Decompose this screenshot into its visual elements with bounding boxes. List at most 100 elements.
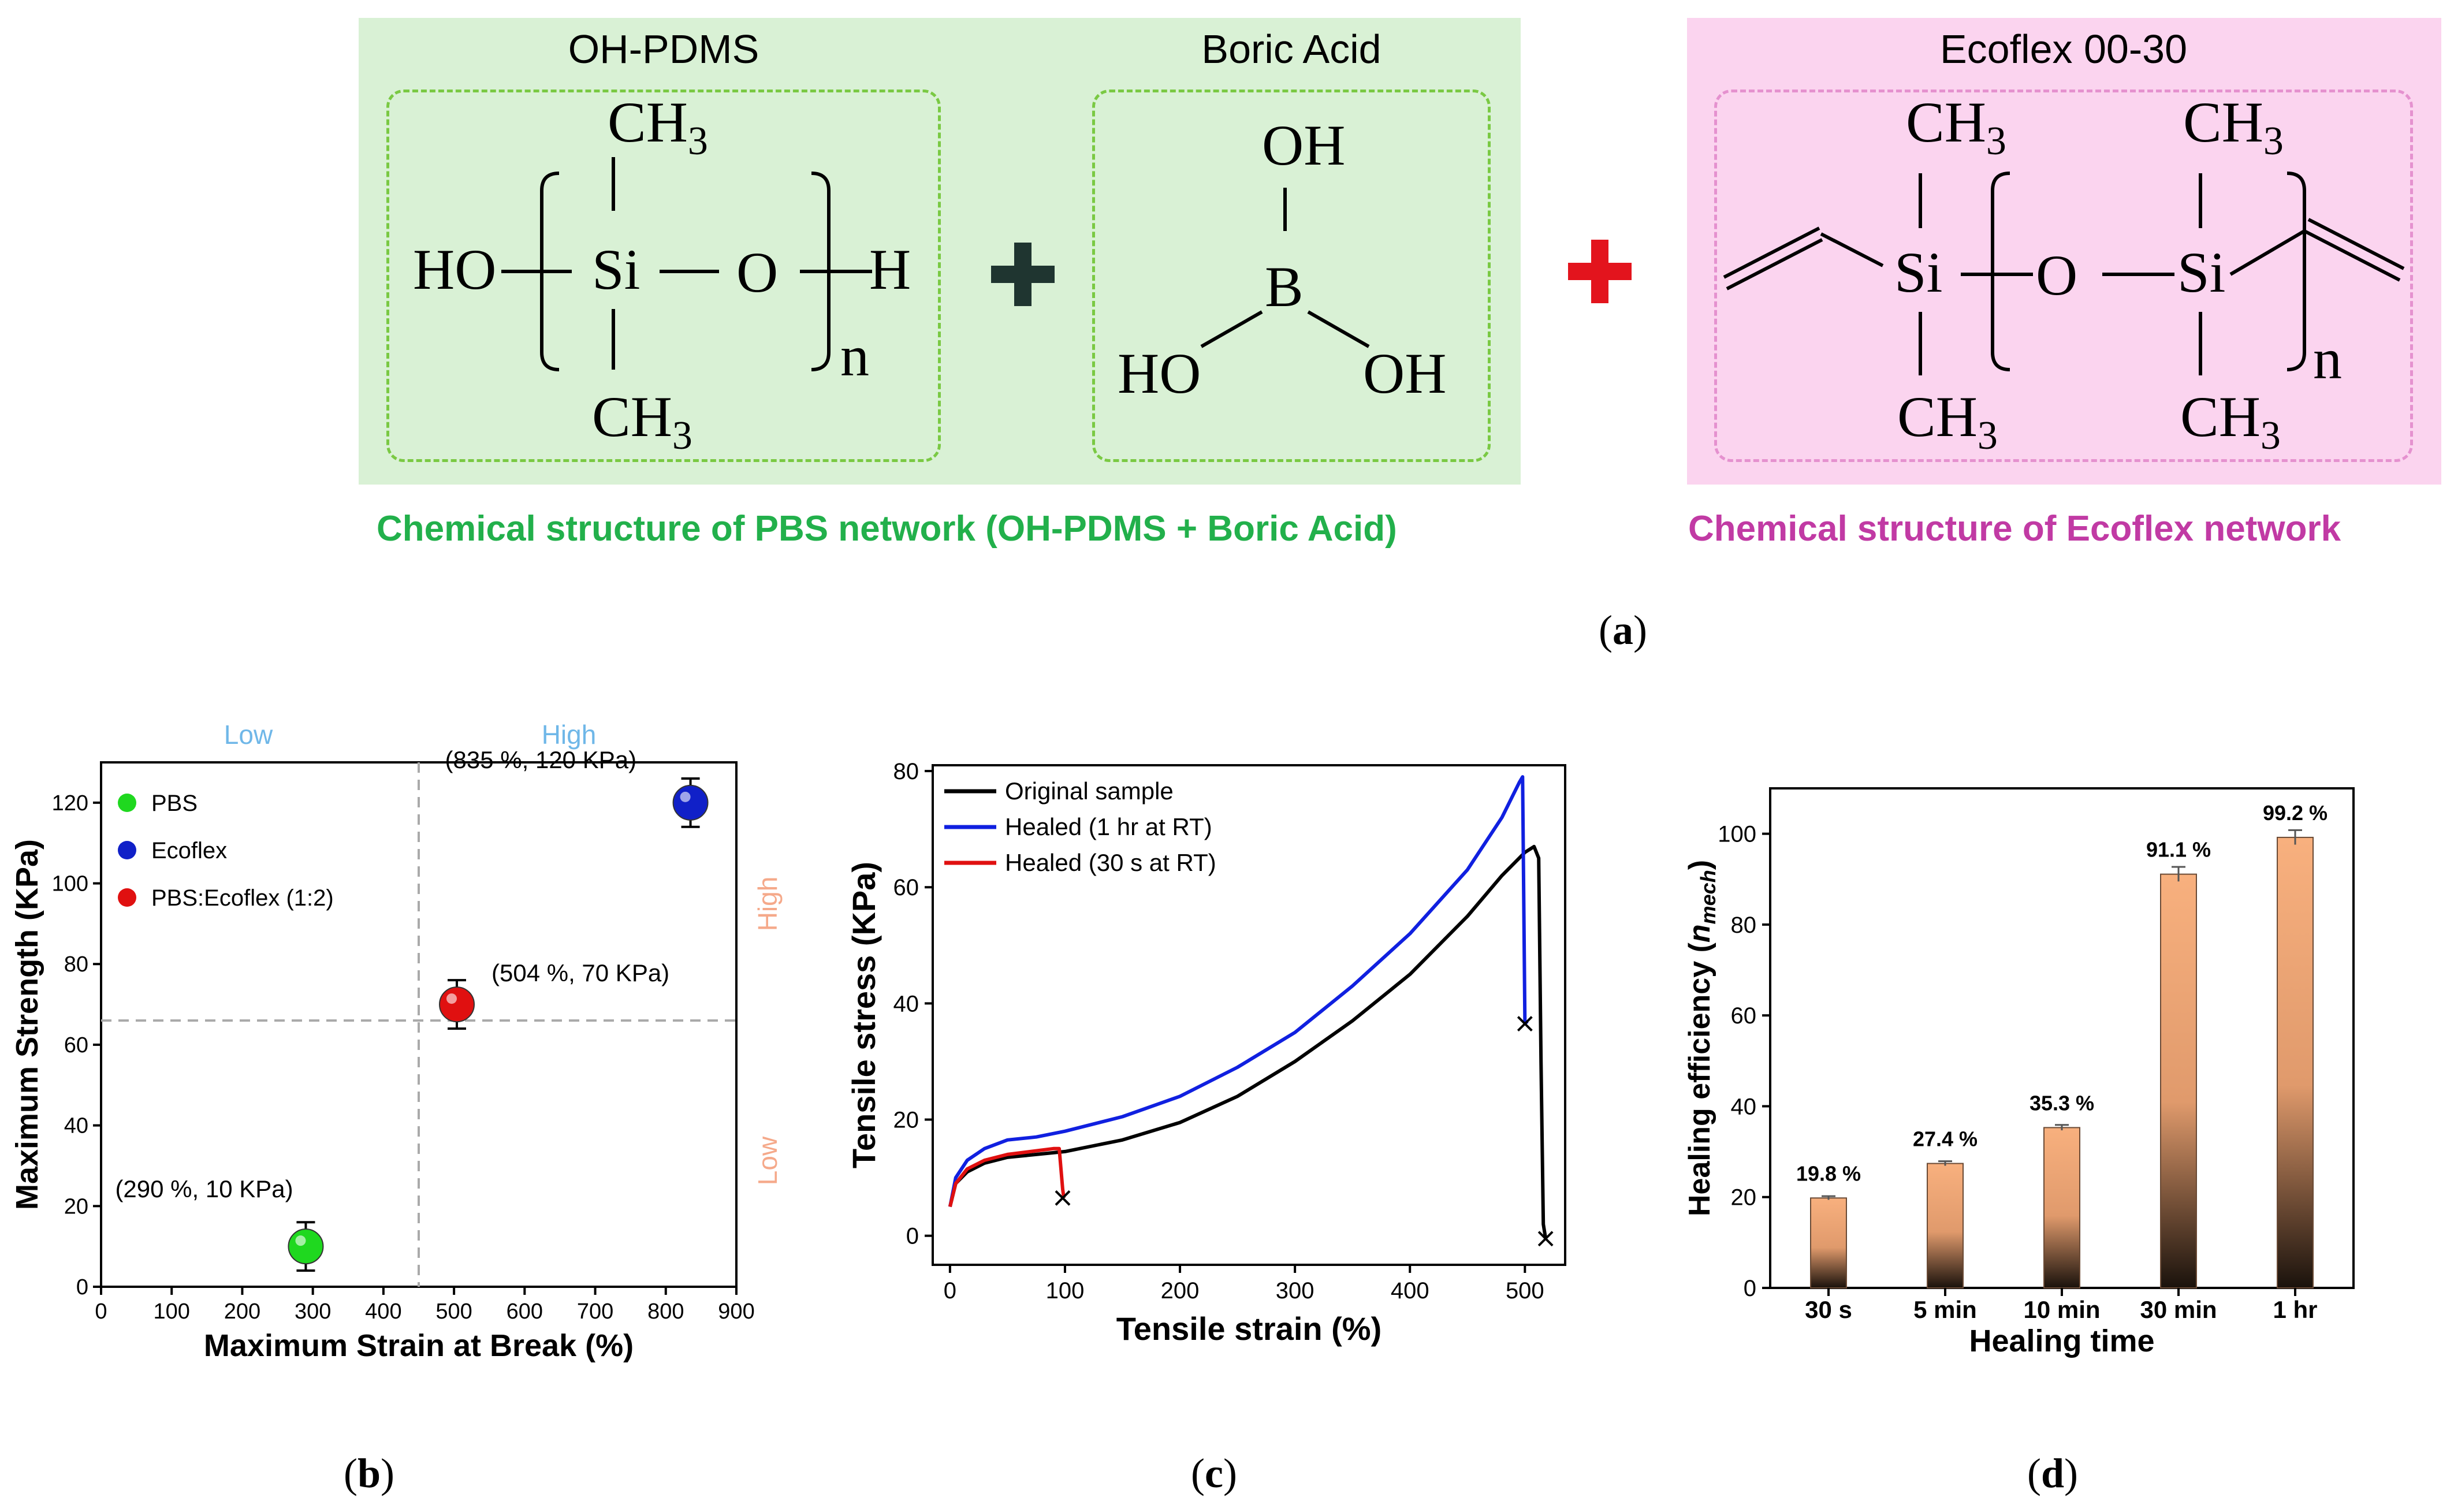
x-tick-label: 400 xyxy=(1391,1278,1429,1304)
oh-pdms-structure: CH3 HO Si O H n CH3 xyxy=(413,90,911,458)
plus-dark xyxy=(991,243,1055,306)
point-annotation: (290 %, 10 KPa) xyxy=(115,1175,293,1202)
data-label: 91.1 % xyxy=(2146,838,2211,862)
y-tick-label: 20 xyxy=(893,1108,919,1133)
svg-text:OH: OH xyxy=(1262,113,1345,177)
y-tick-label: 60 xyxy=(893,875,919,900)
svg-text:O: O xyxy=(736,240,778,304)
x-tick-label: 400 xyxy=(365,1299,401,1324)
x-tick-label: 800 xyxy=(647,1299,684,1324)
svg-text:n: n xyxy=(2313,327,2342,391)
chemical-structures: CH3 HO Si O H n CH3 OH B HO OH CH3 xyxy=(413,90,2405,458)
data-point-highlight xyxy=(446,993,457,1004)
x-axis-title: Tensile strain (%) xyxy=(1116,1310,1382,1347)
break-marker xyxy=(1055,1190,1071,1206)
svg-text:CH3: CH3 xyxy=(2180,385,2281,458)
x-axis-title: Maximum Strain at Break (%) xyxy=(204,1328,634,1363)
legend-label: PBS xyxy=(151,791,198,816)
point-annotation: (835 %, 120 KPa) xyxy=(445,746,637,773)
label-b: (b) xyxy=(344,1450,395,1496)
x-tick-label: 10 min xyxy=(2023,1296,2100,1323)
oh-pdms-box xyxy=(386,90,941,462)
series-line xyxy=(948,1146,1066,1208)
x-tick-label: 100 xyxy=(154,1299,190,1324)
y-tick-label: 40 xyxy=(64,1114,88,1138)
y-tick-label: 0 xyxy=(76,1275,88,1299)
break-marker xyxy=(1517,1016,1533,1032)
legend-label: Original sample xyxy=(1005,777,1174,805)
ecoflex-structure: CH3 Si O Si CH3 CH3 CH3 n xyxy=(1723,90,2405,458)
legend-label: PBS:Ecoflex (1:2) xyxy=(151,885,334,911)
chart-d-healing-efficiency: 0 20 40 60 80 100 19.8 % 30 s 27.4 % 5 min 35.3 % 1… xyxy=(1683,787,2355,1358)
legend-label: Healed (30 s at RT) xyxy=(1005,849,1216,876)
y-tick-label: 40 xyxy=(893,991,919,1016)
x-tick-label: 0 xyxy=(944,1278,956,1304)
data-label: 99.2 % xyxy=(2263,801,2328,825)
x-tick-label: 500 xyxy=(435,1299,472,1324)
x-tick-label: 600 xyxy=(507,1299,543,1324)
x-tick-label: 30 min xyxy=(2140,1296,2217,1323)
y-tick-label: 20 xyxy=(64,1194,88,1219)
bar xyxy=(1810,1197,1847,1288)
series-line xyxy=(948,775,1529,1207)
x-tick-label: 30 s xyxy=(1805,1296,1852,1323)
y-axis-title: Healing efficiency (nmech) xyxy=(1683,860,1720,1216)
legend-label: Ecoflex xyxy=(151,838,227,863)
x-tick-label: 500 xyxy=(1506,1278,1544,1304)
bar xyxy=(1927,1163,1964,1289)
x-tick-label: 100 xyxy=(1046,1278,1085,1304)
svg-text:Si: Si xyxy=(2177,240,2225,304)
data-point-highlight xyxy=(680,791,691,802)
y-axis-title: Tensile stress (KPa) xyxy=(846,862,882,1168)
series-line xyxy=(948,844,1548,1239)
label-d: (d) xyxy=(2027,1450,2079,1496)
svg-text:H: H xyxy=(869,237,911,301)
plot-frame xyxy=(932,764,1566,1266)
y-tick-label: 120 xyxy=(52,791,88,815)
x-tick-label: 900 xyxy=(718,1299,754,1324)
svg-text:HO: HO xyxy=(1118,341,1201,405)
y-tick-label: 60 xyxy=(1731,1003,1757,1029)
x-tick-label: 0 xyxy=(95,1299,107,1324)
svg-text:B: B xyxy=(1265,255,1304,319)
point-annotation: (504 %, 70 KPa) xyxy=(491,959,669,986)
bar xyxy=(2043,1127,2080,1288)
legend-marker xyxy=(118,794,136,812)
y-tick-label: 0 xyxy=(1744,1276,1756,1301)
y-tick-label: 100 xyxy=(52,872,88,896)
y-tick-label: 100 xyxy=(1718,822,1756,847)
svg-text:n: n xyxy=(840,324,869,388)
x-tick-label: 200 xyxy=(1161,1278,1200,1304)
x-tick-label: 300 xyxy=(1276,1278,1314,1304)
x-tick-label: 5 min xyxy=(1913,1296,1977,1323)
ecoflex-title: Ecoflex 00-30 xyxy=(1939,27,2188,72)
break-marker xyxy=(1537,1231,1554,1247)
data-label: 35.3 % xyxy=(2030,1091,2094,1115)
svg-text:Si: Si xyxy=(592,237,640,301)
svg-text:Si: Si xyxy=(1894,240,1942,304)
bar xyxy=(2160,873,2197,1288)
region-label-low-top: Low xyxy=(224,720,273,750)
x-axis-title: Healing time xyxy=(1969,1324,2154,1358)
svg-text:CH3: CH3 xyxy=(608,90,708,163)
svg-text:OH: OH xyxy=(1363,341,1446,405)
svg-text:HO: HO xyxy=(413,237,496,301)
svg-text:O: O xyxy=(2036,243,2077,307)
y-tick-label: 80 xyxy=(1731,913,1757,938)
data-point xyxy=(672,784,709,821)
bar xyxy=(2277,836,2314,1289)
ecoflex-caption: Chemical structure of Ecoflex network xyxy=(1688,509,2341,549)
y-tick-label: 40 xyxy=(1731,1094,1757,1119)
svg-text:CH3: CH3 xyxy=(592,385,692,458)
svg-text:CH3: CH3 xyxy=(1897,385,1998,458)
boric-acid-structure: OH B HO OH xyxy=(1118,113,1446,405)
ecoflex-box xyxy=(1714,90,2413,462)
y-tick-label: 80 xyxy=(64,952,88,977)
legend-marker xyxy=(118,888,136,907)
legend-label: Healed (1 hr at RT) xyxy=(1005,813,1212,840)
x-tick-label: 1 hr xyxy=(2273,1296,2317,1323)
label-a: (a) xyxy=(1599,607,1647,653)
data-label: 19.8 % xyxy=(1796,1161,1861,1185)
y-tick-label: 60 xyxy=(64,1033,88,1057)
x-tick-label: 200 xyxy=(224,1299,260,1324)
